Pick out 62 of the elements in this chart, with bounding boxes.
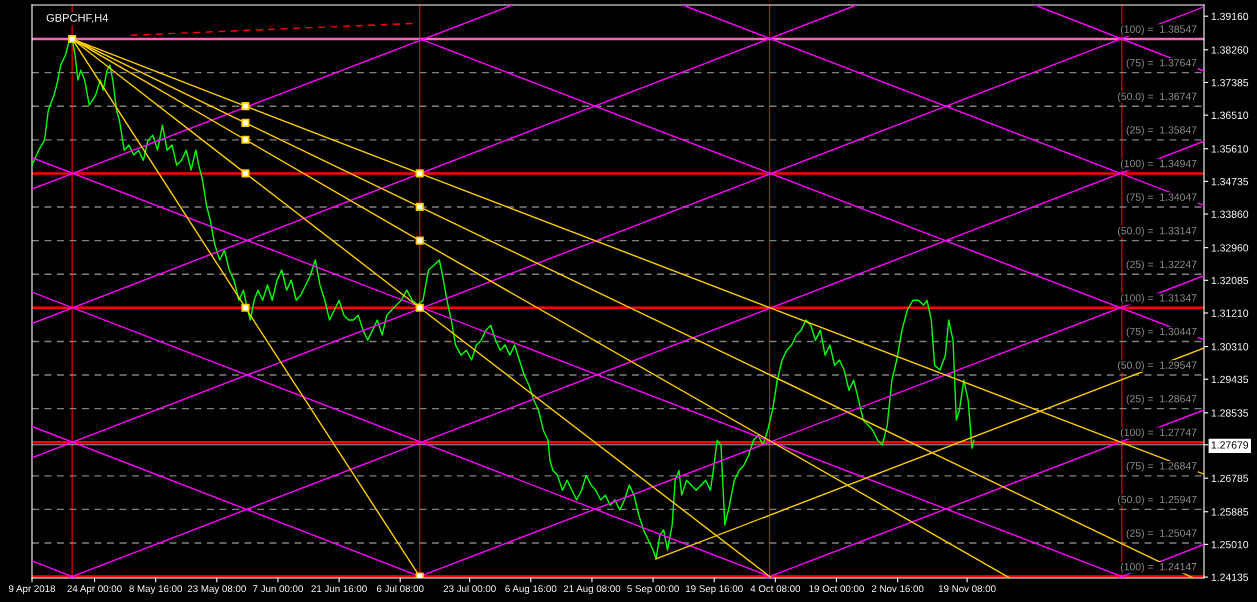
y-tick-label: 1.32085 — [1211, 276, 1249, 285]
x-tick-label: 6 Jul 08:00 — [376, 584, 424, 593]
ref-line-label: (100) = 1.27747 — [1120, 428, 1197, 439]
y-tick-label: 1.38260 — [1211, 46, 1249, 54]
y-tick-label: 1.27679 — [1211, 441, 1249, 449]
x-tick-label: 21 Aug 08:00 — [563, 585, 621, 595]
ref-line-label: (100) = 1.34947 — [1120, 159, 1197, 170]
x-tick-label: 19 Oct 00:00 — [809, 585, 864, 593]
point — [241, 118, 250, 128]
ref-line-label: (25) = 1.25047 — [1126, 529, 1197, 539]
y-tick-label: 1.24135 — [1211, 573, 1249, 581]
x-tick-label: 6 Aug 16:00 — [505, 585, 557, 595]
x-tick-label: 21 Jun 16:00 — [311, 585, 367, 593]
y-tick-label: 1.36510 — [1211, 111, 1249, 119]
ref-line-label: (25) = 1.28647 — [1126, 394, 1197, 405]
y-tick-label: 1.39160 — [1211, 12, 1249, 21]
point — [415, 169, 424, 178]
y-tick-label: 1.25010 — [1211, 540, 1249, 549]
x-tick-label: 5 Sep 00:00 — [627, 585, 679, 595]
y-tick-label: 1.32960 — [1211, 244, 1249, 252]
point — [241, 102, 250, 111]
point — [241, 169, 250, 178]
ref-line-label: (50.0) = 1.33147 — [1117, 226, 1197, 237]
point — [241, 135, 250, 144]
y-tick-label: 1.33860 — [1211, 210, 1249, 218]
ref-line-label: (75) = 1.34047 — [1126, 193, 1197, 203]
y-tick-label: 1.26785 — [1211, 474, 1249, 483]
x-tick-label: 2 Nov 16:00 — [871, 585, 924, 593]
ref-line-label: (50.0) = 1.25947 — [1117, 495, 1197, 506]
ref-line-label: (100) = 1.38547 — [1120, 25, 1197, 35]
point — [68, 34, 77, 44]
ref-line-label: (50.0) = 1.29547 — [1117, 361, 1197, 371]
y-tick-label: 1.28535 — [1211, 409, 1249, 417]
point — [241, 303, 250, 312]
y-tick-label: 1.34735 — [1211, 177, 1249, 186]
y-tick-label: 1.37385 — [1211, 78, 1249, 87]
point — [415, 202, 424, 212]
y-tick-label: 1.29435 — [1211, 375, 1249, 384]
y-tick-label: 1.30310 — [1211, 343, 1249, 351]
x-tick-label: 19 Sep 16:00 — [686, 585, 743, 595]
x-tick-label: 4 Oct 08:00 — [750, 585, 801, 593]
x-tick-label: 8 May 16:00 — [129, 585, 183, 595]
ref-line-label: (25) = 1.32247 — [1126, 260, 1197, 271]
x-tick-label: 19 Nov 08:00 — [938, 585, 996, 593]
x-tick-label: 9 Apr 2018 — [8, 585, 56, 595]
ref-line-label: (75) = 1.26847 — [1126, 461, 1197, 472]
ref-line-label: (25) = 1.35847 — [1126, 125, 1197, 136]
ref-line-label: (100) = 1.31347 — [1120, 293, 1197, 304]
y-tick-label: 1.31210 — [1211, 309, 1249, 317]
text: GBPCHF,H4 — [46, 13, 109, 24]
point — [415, 303, 424, 312]
ref-line-label: (50.0) = 1.36747 — [1117, 92, 1197, 103]
point — [415, 236, 424, 245]
x-tick-label: 23 Jul 00:00 — [443, 584, 496, 593]
ref-line-label: (100) = 1.24147 — [1120, 562, 1197, 573]
ref-line-label: (75) = 1.30447 — [1126, 327, 1197, 338]
y-tick-label: 1.25885 — [1211, 508, 1249, 516]
x-tick-label: 24 Apr 00:00 — [67, 585, 122, 595]
ref-line-label: (75) = 1.37647 — [1126, 58, 1197, 69]
x-tick-label: 23 May 08:00 — [187, 585, 246, 595]
x-tick-label: 7 Jun 00:00 — [253, 585, 303, 593]
y-tick-label: 1.35610 — [1211, 145, 1249, 153]
